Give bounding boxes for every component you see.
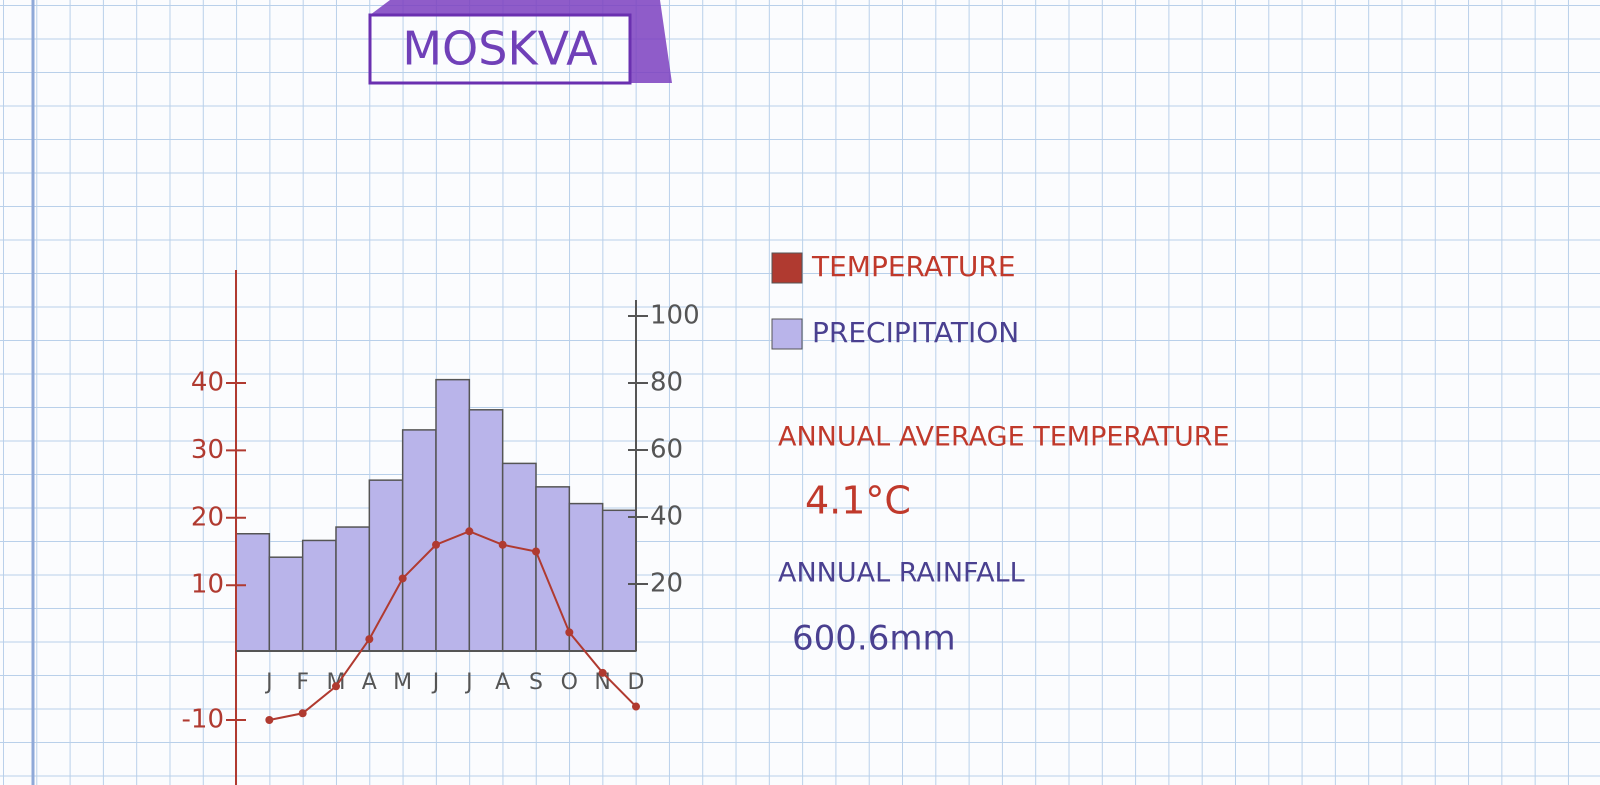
point [465, 527, 474, 536]
bar [501, 462, 537, 652]
y2-tick-label: 60 [650, 435, 683, 465]
point [265, 716, 274, 724]
chart-title: MOSKVA [402, 22, 598, 76]
bar [401, 429, 437, 652]
point [398, 574, 407, 583]
y2-tick-label: 40 [650, 502, 683, 532]
x-tick-label: F [296, 670, 309, 695]
x-tick-label: O [561, 670, 578, 695]
x-tick-label: J [264, 670, 273, 695]
bar [535, 486, 571, 652]
x-tick-label: A [362, 670, 377, 695]
stat-value: 4.1°C [805, 479, 911, 523]
x-tick-label: J [464, 670, 473, 695]
bar [335, 526, 371, 652]
point [432, 540, 440, 549]
point [498, 540, 507, 549]
x-tick-label: J [431, 670, 440, 695]
bar [435, 378, 471, 652]
title-box [368, 13, 632, 85]
point [332, 682, 340, 691]
y-tick-label: 20 [191, 502, 224, 532]
bar [301, 539, 337, 652]
bar [268, 556, 304, 652]
y-tick-label: -10 [182, 705, 224, 735]
bar [235, 533, 271, 652]
bar [368, 479, 404, 652]
y-tick-label: 40 [191, 368, 224, 398]
legend-swatch [771, 252, 803, 284]
y2-tick-label: 80 [650, 368, 683, 398]
y2-tick-label: 20 [650, 569, 683, 599]
title-shade [370, 0, 672, 83]
point [532, 547, 540, 556]
point [298, 709, 307, 718]
bar [468, 409, 504, 652]
y-tick-label: 30 [191, 435, 224, 465]
bar [568, 502, 604, 652]
x-tick-label: S [529, 670, 543, 695]
x-tick-label: A [495, 670, 510, 695]
stat-label: ANNUAL RAINFALL [778, 558, 1025, 589]
x-tick-label: M [393, 670, 412, 695]
point [365, 635, 374, 644]
legend-label: TEMPERATURE [811, 250, 1016, 283]
bar [601, 509, 637, 652]
point [632, 702, 640, 711]
legend-label: PRECIPITATION [812, 316, 1019, 349]
point [598, 668, 607, 677]
line [269, 530, 637, 721]
stat-label: ANNUAL AVERAGE TEMPERATURE [778, 422, 1230, 453]
y-tick-label: 10 [191, 570, 224, 600]
x-tick-label: D [628, 670, 645, 695]
y2-tick-label: 100 [650, 301, 700, 331]
legend-swatch [771, 318, 803, 350]
stat-value: 600.6mm [792, 619, 956, 659]
point [565, 628, 574, 637]
